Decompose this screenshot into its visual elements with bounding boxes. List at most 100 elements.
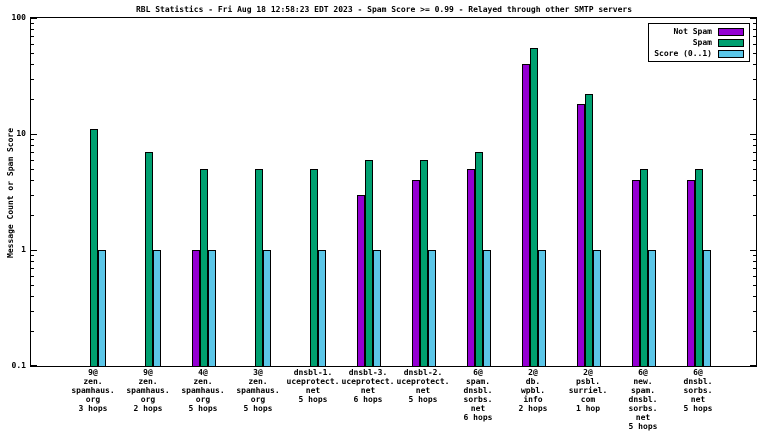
bar-score-0-1: [648, 250, 656, 366]
bar-spam: [695, 169, 703, 366]
bar-not-spam: [687, 180, 695, 366]
axis-tick: [750, 365, 756, 366]
legend-item-label: Not Spam: [673, 27, 712, 36]
x-category-label: dnsbl-3. uceprotect. net 6 hops: [341, 368, 395, 404]
axis-tick: [753, 23, 756, 24]
bar-spam: [640, 169, 648, 366]
bar-spam: [365, 160, 373, 366]
bar-spam: [585, 94, 593, 366]
axis-tick: [750, 134, 756, 135]
axis-tick: [31, 285, 34, 286]
legend-item: Spam: [654, 37, 744, 48]
legend-item-label: Spam: [692, 38, 712, 47]
bar-not-spam: [412, 180, 420, 366]
bar-score-0-1: [428, 250, 436, 366]
axis-tick: [753, 169, 756, 170]
x-category-label: dnsbl-2. uceprotect. net 5 hops: [396, 368, 450, 404]
axis-tick: [31, 255, 34, 256]
legend-swatch: [718, 27, 744, 36]
bar-not-spam: [467, 169, 475, 366]
axis-tick: [31, 145, 34, 146]
x-category-label: 6@ dnsbl. sorbs. net 5 hops: [683, 368, 713, 413]
axis-tick: [31, 261, 34, 262]
axis-tick: [750, 18, 756, 19]
axis-tick: [753, 180, 756, 181]
axis-tick: [31, 23, 34, 24]
bar-score-0-1: [483, 250, 491, 366]
bar-not-spam: [357, 195, 365, 366]
axis-tick: [753, 36, 756, 37]
axis-tick: [753, 152, 756, 153]
bar-spam: [475, 152, 483, 366]
axis-tick: [31, 331, 34, 332]
bar-spam: [90, 129, 98, 366]
x-category-label: dnsbl-1. uceprotect. net 5 hops: [286, 368, 340, 404]
bar-score-0-1: [208, 250, 216, 366]
axis-tick: [753, 296, 756, 297]
bar-spam: [310, 169, 318, 366]
axis-tick: [753, 160, 756, 161]
axis-tick: [31, 160, 34, 161]
bar-spam: [200, 169, 208, 366]
axis-tick: [753, 79, 756, 80]
axis-tick: [753, 139, 756, 140]
axis-tick: [31, 18, 37, 19]
y-tick-label: 100: [11, 13, 26, 22]
axis-tick: [31, 29, 34, 30]
axis-tick: [31, 64, 34, 65]
axis-tick: [31, 36, 34, 37]
axis-tick: [753, 215, 756, 216]
bar-score-0-1: [98, 250, 106, 366]
axis-tick: [753, 44, 756, 45]
legend-item: Score (0..1): [654, 48, 744, 59]
y-tick-label: 0.1: [11, 361, 26, 370]
bar-not-spam: [522, 64, 530, 366]
bar-spam: [420, 160, 428, 366]
legend-swatch: [718, 49, 744, 58]
axis-tick: [753, 53, 756, 54]
axis-tick: [31, 99, 34, 100]
bar-not-spam: [192, 250, 200, 366]
axis-tick: [753, 331, 756, 332]
axis-tick: [31, 139, 34, 140]
axis-tick: [753, 64, 756, 65]
axis-tick: [753, 311, 756, 312]
axis-tick: [31, 195, 34, 196]
bar-score-0-1: [703, 250, 711, 366]
axis-tick: [753, 261, 756, 262]
bar-score-0-1: [373, 250, 381, 366]
bar-spam: [530, 48, 538, 366]
axis-tick: [753, 195, 756, 196]
axis-tick: [31, 180, 34, 181]
axis-tick: [753, 255, 756, 256]
axis-tick: [31, 215, 34, 216]
axis-tick: [753, 268, 756, 269]
x-category-label: 4@ zen. spamhaus. org 5 hops: [181, 368, 225, 413]
axis-tick: [753, 29, 756, 30]
y-tick-label: 10: [16, 129, 26, 138]
x-category-label: 9@ zen. spamhaus. org 3 hops: [71, 368, 115, 413]
bar-spam: [145, 152, 153, 366]
bar-not-spam: [577, 104, 585, 366]
axis-tick: [31, 79, 34, 80]
y-axis-title: Message Count or Spam Score: [6, 127, 15, 258]
axis-tick: [753, 276, 756, 277]
bar-spam: [255, 169, 263, 366]
x-category-label: 3@ zen. spamhaus. org 5 hops: [236, 368, 280, 413]
bar-score-0-1: [153, 250, 161, 366]
axis-tick: [753, 145, 756, 146]
axis-tick: [750, 250, 756, 251]
axis-tick: [31, 296, 34, 297]
bar-not-spam: [632, 180, 640, 366]
legend-item: Not Spam: [654, 26, 744, 37]
axis-tick: [31, 250, 37, 251]
legend-item-label: Score (0..1): [654, 49, 712, 58]
y-tick-label: 1: [21, 245, 26, 254]
x-category-label: 6@ spam. dnsbl. sorbs. net 6 hops: [463, 368, 493, 422]
bar-score-0-1: [318, 250, 326, 366]
x-category-label: 9@ zen. spamhaus. org 2 hops: [126, 368, 170, 413]
legend-swatch: [718, 38, 744, 47]
axis-tick: [31, 169, 34, 170]
legend: Not Spam Spam Score (0..1): [648, 23, 750, 62]
